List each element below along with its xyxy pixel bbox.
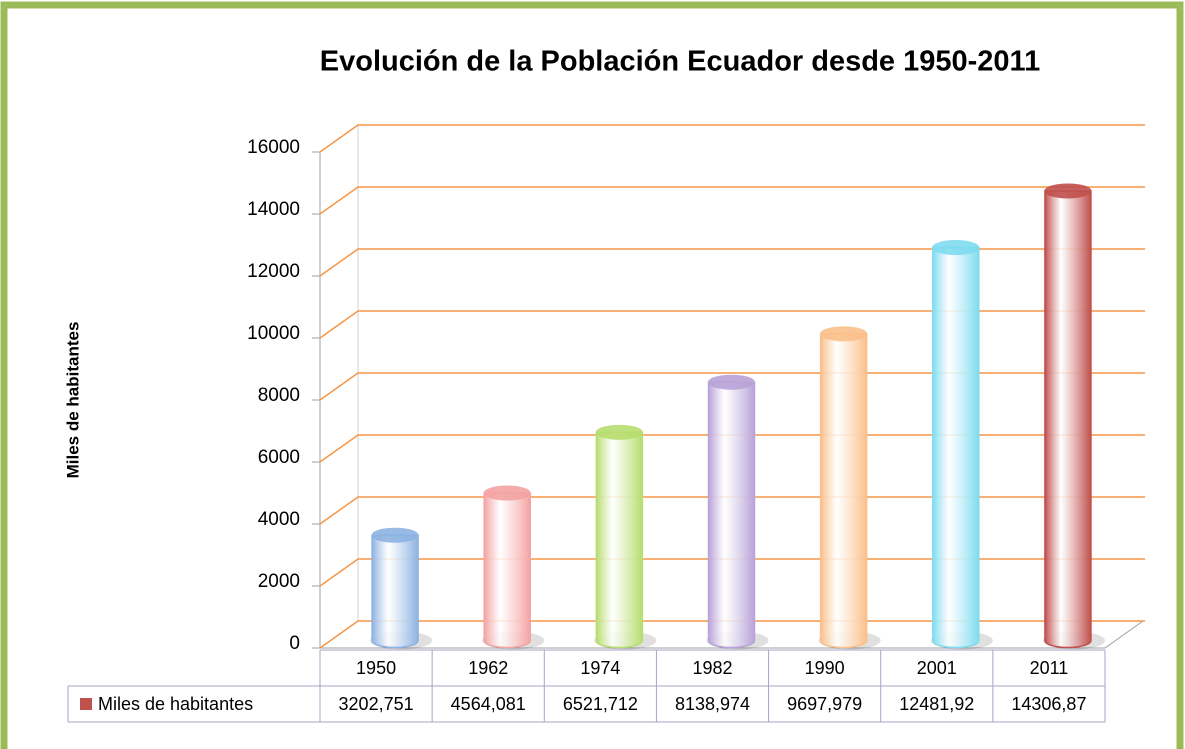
bar-top bbox=[595, 424, 643, 440]
bar bbox=[483, 492, 531, 649]
data-label: 14306,87 bbox=[1011, 694, 1086, 714]
bar-top bbox=[708, 374, 755, 390]
grid-line bbox=[319, 186, 1145, 215]
x-tick-label: 1990 bbox=[805, 658, 845, 678]
bar bbox=[371, 534, 419, 649]
bar bbox=[932, 246, 980, 649]
x-tick-label: 1962 bbox=[468, 658, 508, 678]
y-tick-label: 6000 bbox=[258, 447, 300, 468]
x-tick-label: 2011 bbox=[1030, 658, 1069, 678]
grid-line bbox=[319, 496, 1145, 525]
x-tick-label: 1982 bbox=[692, 658, 732, 678]
bar-top bbox=[932, 240, 980, 256]
grid-line bbox=[319, 248, 1145, 277]
grid-line bbox=[319, 372, 1145, 401]
bar bbox=[595, 431, 644, 649]
y-tick-label: 12000 bbox=[247, 261, 300, 282]
data-label: 9697,979 bbox=[787, 694, 862, 714]
x-tick-label: 1950 bbox=[356, 658, 396, 678]
chart-title: Evolución de la Población Ecuador desde … bbox=[320, 46, 1040, 78]
bar-top bbox=[820, 326, 868, 342]
data-label: 8138,974 bbox=[675, 694, 750, 714]
grid-line bbox=[319, 124, 1145, 153]
table-border bbox=[67, 649, 1105, 723]
y-tick-label: 8000 bbox=[258, 385, 300, 406]
data-label: 4564,081 bbox=[451, 694, 526, 714]
y-tick-label: 2000 bbox=[258, 571, 300, 592]
y-tick-label: 16000 bbox=[247, 137, 300, 158]
grid-line bbox=[319, 434, 1145, 463]
y-tick-label: 0 bbox=[289, 633, 300, 654]
bar bbox=[819, 333, 868, 649]
data-label: 3202,751 bbox=[339, 694, 414, 714]
x-tick-label: 1974 bbox=[580, 658, 620, 678]
data-label: 12481,92 bbox=[899, 694, 974, 714]
legend-label: Miles de habitantes bbox=[98, 694, 253, 714]
bar bbox=[1044, 190, 1092, 649]
y-tick-label: 14000 bbox=[247, 199, 300, 220]
bar-top bbox=[483, 485, 531, 501]
y-tick-label: 4000 bbox=[258, 509, 300, 530]
y-axis-label: Miles de habitantes bbox=[63, 322, 82, 479]
x-tick-label: 2001 bbox=[917, 658, 957, 678]
data-label: 6521,712 bbox=[563, 694, 638, 714]
grid-line bbox=[319, 620, 1145, 649]
bar-top bbox=[1044, 183, 1092, 199]
y-tick-label: 10000 bbox=[247, 323, 300, 344]
legend-swatch bbox=[80, 698, 92, 710]
grid-line bbox=[319, 558, 1145, 587]
bar-top bbox=[371, 527, 419, 543]
grid-line bbox=[319, 310, 1145, 339]
bar bbox=[707, 381, 756, 649]
